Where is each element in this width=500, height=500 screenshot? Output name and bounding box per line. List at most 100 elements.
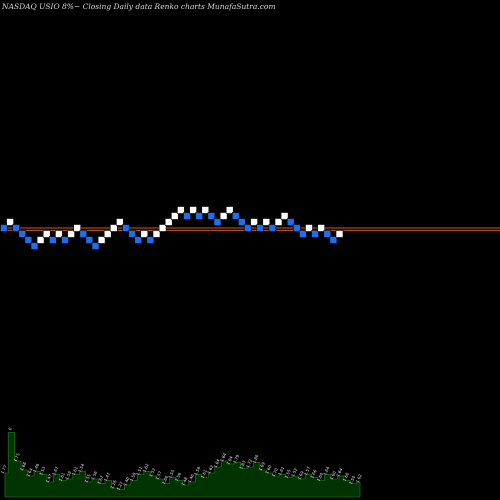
renko-brick-down — [79, 230, 88, 238]
volume-label: 1.57 — [303, 465, 311, 476]
volume-label: 1.61 — [200, 468, 208, 479]
renko-brick-down — [195, 212, 203, 220]
renko-brick-down — [183, 212, 191, 220]
renko-brick-down — [18, 230, 27, 238]
volume-label: 1.62 — [354, 473, 362, 484]
volume-label: 1.62 — [141, 462, 149, 473]
renko-brick-down — [24, 236, 33, 244]
renko-brick-down — [48, 236, 57, 244]
volume-label: 1.62 — [206, 464, 214, 475]
renko-brick-up — [6, 218, 14, 226]
volume-label: 1.83 — [238, 459, 246, 470]
volume-label: 1.84 — [225, 455, 233, 466]
renko-brick-up — [103, 230, 112, 238]
renko-brick-down — [91, 242, 100, 250]
renko-brick-up — [335, 230, 344, 238]
renko-brick-down — [323, 230, 332, 238]
renko-bricks — [0, 206, 344, 250]
volume-label: 1.72 — [245, 458, 253, 469]
renko-brick-up — [55, 230, 63, 238]
volume-label: 1.84 — [219, 452, 227, 463]
volume-label: 1.47 — [103, 471, 111, 482]
renko-brick-up — [280, 212, 289, 220]
volume-label: 1.50 — [348, 474, 356, 485]
volume-label: 1.60 — [342, 471, 350, 482]
volume-label: 1.59 — [64, 470, 72, 481]
renko-brick-up — [225, 206, 234, 214]
volume-label: 1.79 — [232, 453, 240, 464]
volume-label: 1.56 — [90, 470, 98, 481]
volume-label: 1.27 — [116, 480, 124, 491]
renko-brick-down — [207, 212, 216, 220]
volume-label: 1.60 — [329, 470, 337, 481]
volume-label: 1.59 — [193, 465, 201, 476]
renko-brick-up — [42, 230, 51, 238]
renko-brick-down — [122, 224, 130, 232]
renko-brick-up — [201, 206, 210, 214]
chart-header: NASDAQ USIO 8%~ Closing Daily data Renko… — [2, 2, 276, 11]
volume-label: 1.66 — [309, 468, 317, 479]
volume-label: 1.60 — [316, 471, 324, 482]
renko-brick-up — [158, 224, 167, 232]
volume-panel: 1.7701.751.681.641.461.531.471.671.611.5… — [0, 426, 363, 498]
renko-brick-down — [299, 230, 307, 238]
renko-brick-down — [0, 224, 8, 232]
renko-brick-down — [12, 224, 20, 232]
volume-label: 1.56 — [174, 471, 182, 482]
renko-brick-up — [219, 212, 228, 220]
volume-label: 1.60 — [161, 474, 169, 485]
renko-brick-up — [305, 224, 313, 232]
volume-label: 1.64 — [335, 467, 343, 478]
renko-brick-down — [213, 218, 222, 226]
volume-label: 1.68 — [19, 461, 27, 472]
renko-brick-up — [164, 218, 173, 226]
renko-brick-up — [317, 224, 326, 232]
volume-label: 1.69 — [258, 461, 266, 472]
volume-area — [4, 432, 361, 498]
volume-label: 1.61 — [277, 465, 285, 476]
volume-label: 1.53 — [38, 465, 46, 476]
renko-brick-up — [274, 218, 283, 226]
renko-brick-down — [232, 212, 240, 220]
volume-label: 1.46 — [32, 462, 40, 473]
volume-label: 1.60 — [264, 464, 272, 475]
renko-brick-down — [268, 224, 277, 232]
volume-label: 1.58 — [129, 471, 137, 482]
volume-label: 1.48 — [180, 476, 188, 487]
renko-brick-down — [238, 218, 246, 226]
renko-brick-up — [36, 236, 45, 244]
renko-brick-up — [140, 230, 149, 238]
volume-label: 1.67 — [96, 474, 104, 485]
volume-label: 1.61 — [70, 465, 78, 476]
volume-label: 1.55 — [167, 468, 175, 479]
volume-label: 1.61 — [58, 471, 66, 482]
volume-label: 1.52 — [290, 467, 298, 478]
renko-brick-up — [73, 224, 81, 232]
renko-brick-up — [67, 230, 75, 238]
renko-brick-up — [189, 206, 197, 214]
volume-label: 0 — [7, 426, 13, 431]
renko-brick-down — [329, 236, 338, 244]
renko-brick-down — [292, 224, 301, 232]
volume-label: 1.64 — [25, 467, 33, 478]
renko-brick-up — [250, 218, 258, 226]
renko-brick-down — [146, 236, 155, 244]
volume-label: 1.26 — [109, 479, 117, 490]
volume-label: 1.55 — [283, 468, 291, 479]
renko-brick-down — [134, 236, 142, 244]
renko-brick-up — [262, 218, 271, 226]
renko-brick-down — [244, 224, 252, 232]
volume-label: 1.47 — [45, 473, 53, 484]
renko-brick-down — [286, 218, 295, 226]
volume-label: 1.54 — [77, 462, 85, 473]
renko-brick-down — [128, 230, 136, 238]
volume-label: 1.80 — [251, 453, 259, 464]
renko-brick-up — [116, 218, 124, 226]
volume-label: 1.55 — [83, 473, 91, 484]
renko-brick-down — [85, 236, 94, 244]
volume-label: 1.40 — [122, 476, 130, 487]
volume-label: 1.52 — [148, 467, 156, 478]
